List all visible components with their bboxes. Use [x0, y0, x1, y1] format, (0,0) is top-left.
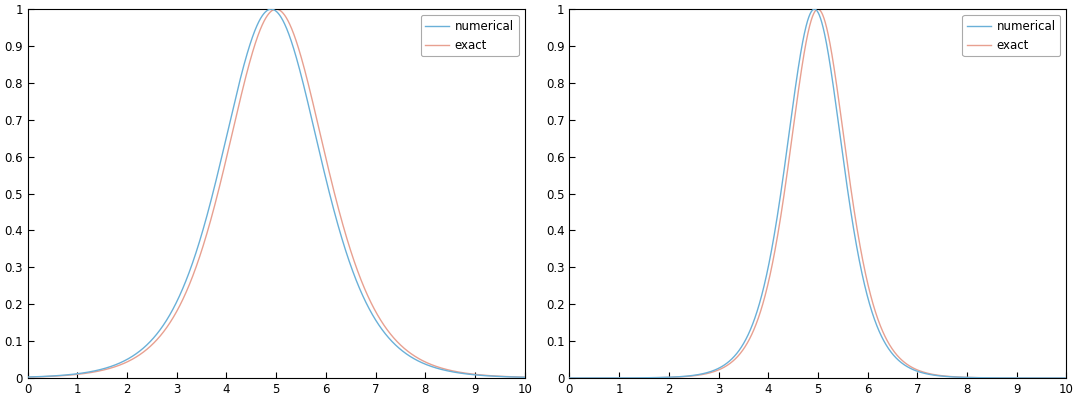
- numerical: [505, 374, 517, 379]
- Legend: numerical, exact: numerical, exact: [420, 15, 519, 56]
- exact: [589, 376, 602, 380]
- exact: [413, 356, 426, 361]
- exact: [519, 375, 531, 380]
- numerical: [46, 374, 59, 378]
- Line: numerical: numerical: [28, 9, 525, 377]
- numerical: [563, 376, 576, 380]
- numerical: [791, 68, 804, 73]
- numerical: [519, 375, 531, 380]
- numerical: [804, 10, 817, 14]
- exact: [503, 374, 516, 379]
- numerical: [589, 376, 602, 380]
- Legend: numerical, exact: numerical, exact: [963, 15, 1061, 56]
- exact: [1060, 376, 1073, 380]
- numerical: [1046, 376, 1059, 380]
- Line: exact: exact: [569, 9, 1066, 378]
- exact: [791, 92, 804, 97]
- exact: [804, 18, 817, 23]
- Line: exact: exact: [28, 9, 525, 377]
- numerical: [22, 375, 34, 380]
- exact: [250, 38, 263, 43]
- numerical: [954, 375, 967, 380]
- exact: [505, 374, 517, 379]
- exact: [270, 7, 282, 12]
- exact: [1046, 376, 1059, 380]
- numerical: [503, 374, 516, 379]
- numerical: [250, 25, 263, 30]
- numerical: [263, 7, 276, 12]
- exact: [22, 375, 34, 380]
- exact: [563, 376, 576, 380]
- exact: [812, 7, 825, 12]
- numerical: [1046, 376, 1059, 380]
- exact: [954, 375, 967, 380]
- numerical: [265, 7, 278, 12]
- numerical: [1060, 376, 1073, 380]
- numerical: [413, 359, 426, 364]
- exact: [1046, 376, 1059, 380]
- exact: [263, 11, 276, 16]
- numerical: [808, 7, 821, 12]
- Line: numerical: numerical: [569, 9, 1066, 378]
- exact: [46, 374, 59, 379]
